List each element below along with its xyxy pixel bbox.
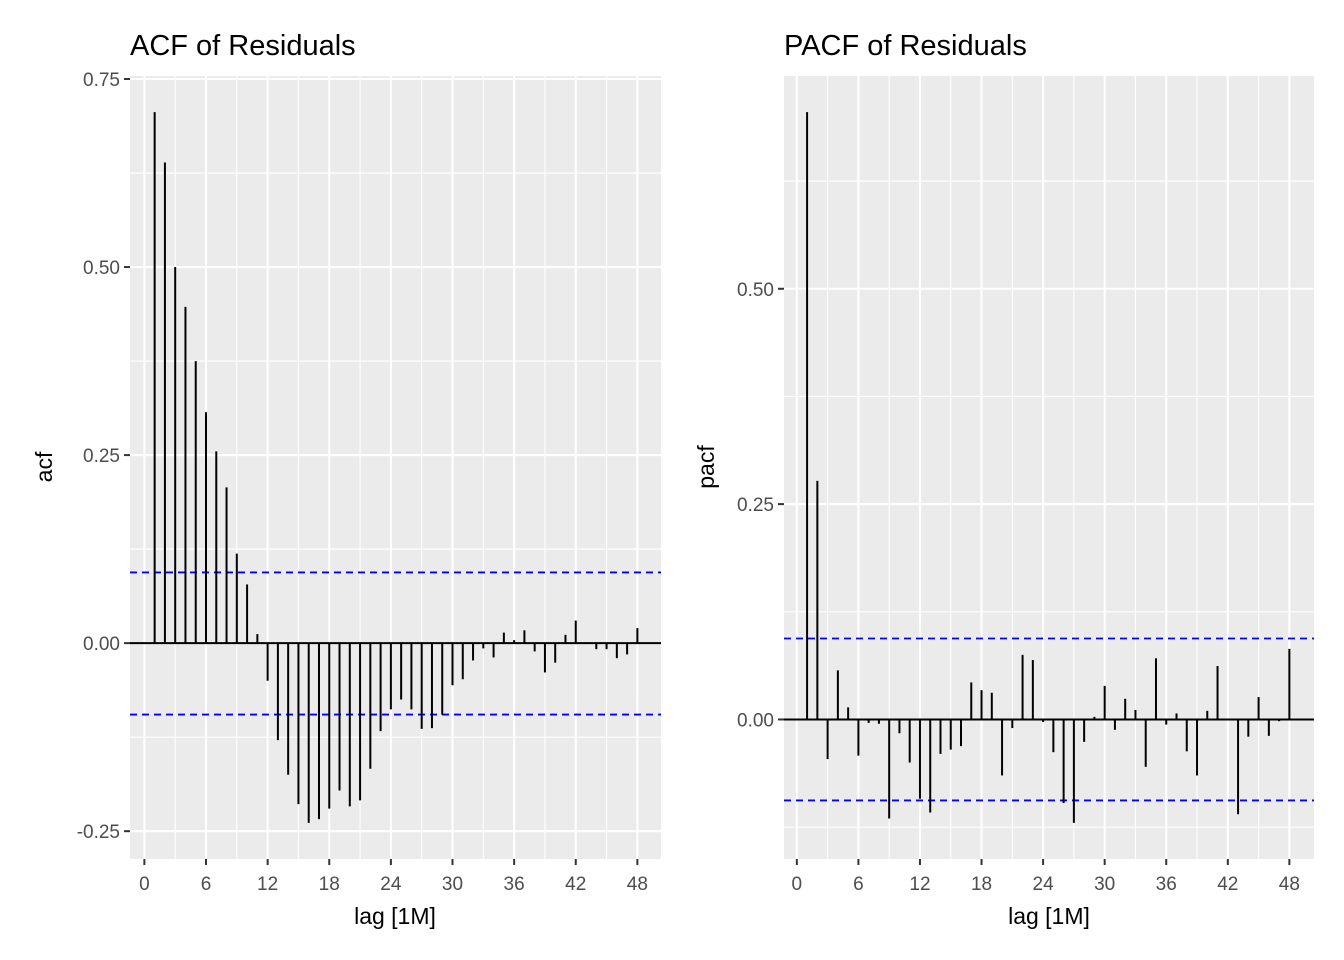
acf-y-tick-label: 0.00 (83, 634, 120, 655)
pacf-y-tick-label: 0.00 (737, 710, 774, 731)
pacf-x-tick-label: 36 (1156, 874, 1177, 895)
acf-chart-title: ACF of Residuals (130, 30, 356, 62)
acf-y-axis-title: acf (31, 451, 57, 482)
acf-plot-background (130, 76, 661, 859)
acf-x-tick-label: 42 (565, 874, 586, 895)
pacf-x-tick-label: 30 (1094, 874, 1115, 895)
pacf-x-tick-label: 48 (1279, 874, 1300, 895)
acf-y-axis: -0.25 0.00 0.25 0.50 0.75 (77, 70, 130, 843)
pacf-y-axis-title: pacf (693, 445, 719, 489)
pacf-x-tick-label: 18 (971, 874, 992, 895)
pacf-y-axis: 0.00 0.25 0.50 (737, 280, 784, 731)
pacf-x-tick-label: 42 (1217, 874, 1238, 895)
acf-x-axis: 0 6 12 18 24 30 36 42 48 (139, 859, 648, 895)
acf-x-axis-title: lag [1M] (354, 903, 436, 929)
acf-x-tick-label: 24 (380, 874, 402, 895)
acf-x-tick-label: 36 (504, 874, 525, 895)
pacf-x-tick-label: 6 (853, 874, 864, 895)
pacf-chart-title: PACF of Residuals (784, 30, 1027, 62)
acf-y-tick-label: 0.75 (83, 70, 120, 91)
acf-confidence-bounds (130, 571, 661, 716)
pacf-confidence-bounds (784, 637, 1314, 802)
acf-y-tick-label: 0.25 (83, 446, 120, 467)
acf-x-tick-label: 18 (319, 874, 340, 895)
acf-y-tick-label: -0.25 (77, 822, 120, 843)
pacf-x-tick-label: 0 (792, 874, 803, 895)
pacf-x-axis: 0 6 12 18 24 30 36 42 48 (792, 859, 1300, 895)
acf-bars (130, 112, 661, 823)
pacf-y-tick-label: 0.25 (737, 495, 774, 516)
pacf-x-tick-label: 12 (909, 874, 930, 895)
pacf-x-axis-title: lag [1M] (1008, 903, 1090, 929)
pacf-plot-background (784, 76, 1314, 859)
pacf-bars (784, 112, 1314, 823)
pacf-x-tick-label: 24 (1033, 874, 1055, 895)
acf-y-tick-label: 0.50 (83, 258, 120, 279)
acf-x-tick-label: 48 (627, 874, 648, 895)
acf-x-tick-label: 30 (442, 874, 463, 895)
acf-x-tick-label: 12 (257, 874, 278, 895)
acf-x-tick-label: 6 (201, 874, 212, 895)
acf-chart: -0.25 0.00 0.25 0.50 0.75 0 6 12 18 24 30 36 42 48 A… (31, 30, 661, 929)
pacf-y-tick-label: 0.50 (737, 280, 774, 301)
acf-x-tick-label: 0 (139, 874, 150, 895)
pacf-chart: 0.00 0.25 0.50 0 6 12 18 24 30 36 42 48 PACF of Re… (693, 30, 1314, 929)
